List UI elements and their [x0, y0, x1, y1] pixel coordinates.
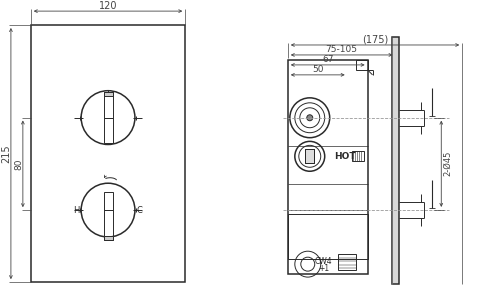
Bar: [104, 192, 112, 210]
Bar: [288, 214, 368, 259]
Text: 2-Ø45: 2-Ø45: [443, 151, 452, 177]
Bar: [392, 37, 400, 284]
Text: +1: +1: [318, 264, 330, 273]
Bar: [356, 60, 368, 70]
Bar: [104, 118, 112, 143]
Text: 67: 67: [322, 55, 334, 64]
Bar: [104, 92, 112, 118]
Bar: [352, 151, 364, 161]
Text: 215: 215: [1, 144, 11, 163]
Text: (175): (175): [362, 34, 388, 44]
Bar: [31, 25, 185, 282]
Bar: [288, 60, 368, 274]
Bar: [306, 149, 314, 163]
Text: HOT: HOT: [334, 152, 355, 161]
Bar: [306, 149, 314, 163]
Circle shape: [307, 115, 313, 121]
Text: 75-105: 75-105: [326, 46, 358, 54]
Bar: [104, 236, 112, 240]
Bar: [104, 210, 112, 240]
Bar: [338, 254, 355, 270]
Text: 50: 50: [312, 65, 324, 74]
Text: H: H: [73, 206, 80, 215]
Text: C: C: [137, 206, 143, 215]
Text: CW4: CW4: [315, 257, 332, 266]
Bar: [104, 92, 112, 96]
Text: 120: 120: [99, 1, 117, 11]
Text: 80: 80: [14, 158, 24, 170]
